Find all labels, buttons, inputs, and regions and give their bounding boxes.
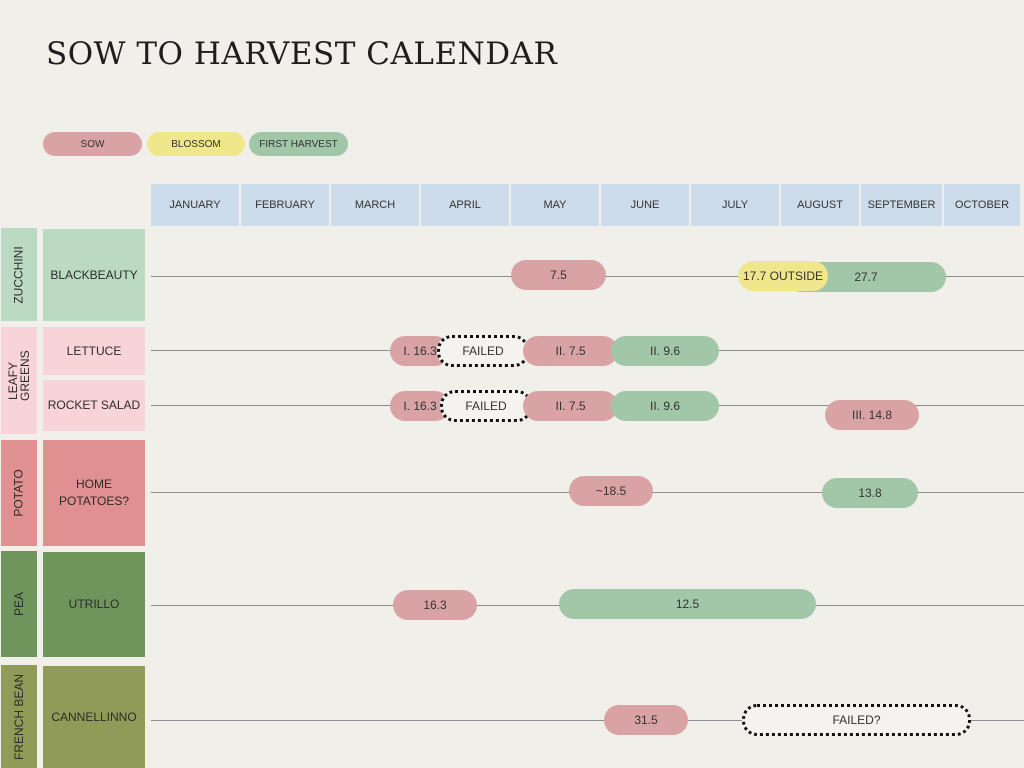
month-august: AUGUST xyxy=(781,184,859,226)
variety-blackbeauty: BLACKBEAUTY xyxy=(43,229,145,321)
event-failed-pill: FAILED xyxy=(440,390,532,422)
legend-sow: SOW xyxy=(43,132,142,156)
event-blossom-pill: 17.7 OUTSIDE xyxy=(738,261,828,291)
category-leafy-greens: LEAFY GREENS xyxy=(1,327,37,434)
category-potato: POTATO xyxy=(1,440,37,546)
category-label: POTATO xyxy=(12,469,26,517)
category-label: FRENCH BEAN xyxy=(12,673,27,760)
event-sow-pill: II. 7.5 xyxy=(523,391,618,421)
variety-utrillo: UTRILLO xyxy=(43,552,145,657)
category-label: ZUCCHINI xyxy=(12,245,27,304)
timeline-cannellinno xyxy=(151,720,1024,721)
category-zucchini: ZUCCHINI xyxy=(1,228,37,321)
event-sow-pill: ~18.5 xyxy=(569,476,653,506)
month-june: JUNE xyxy=(601,184,689,226)
legend-blossom: BLOSSOM xyxy=(147,132,245,156)
variety-cannellinno: CANNELLINNO xyxy=(43,666,145,768)
month-september: SEPTEMBER xyxy=(861,184,942,226)
category-label: PEA xyxy=(11,591,26,617)
month-july: JULY xyxy=(691,184,779,226)
event-sow-pill: II. 7.5 xyxy=(523,336,618,366)
month-october: OCTOBER xyxy=(944,184,1020,226)
category-pea: PEA xyxy=(1,551,37,657)
category-french-bean: FRENCH BEAN xyxy=(1,665,37,768)
event-failed-pill: FAILED xyxy=(437,335,529,367)
category-label: LEAFY GREENS xyxy=(6,349,32,401)
event-failed-pill: FAILED? xyxy=(742,704,971,736)
event-sow-pill: III. 14.8 xyxy=(825,400,919,430)
month-march: MARCH xyxy=(331,184,419,226)
month-header-row: JANUARY FEBRUARY MARCH APRIL MAY JUNE JU… xyxy=(151,184,1020,226)
variety-home-potatoes: HOME POTATOES? xyxy=(43,440,145,546)
variety-lettuce: LETTUCE xyxy=(43,327,145,375)
event-harvest-pill: II. 9.6 xyxy=(611,391,719,421)
event-sow-pill: 7.5 xyxy=(511,260,606,290)
month-april: APRIL xyxy=(421,184,509,226)
month-january: JANUARY xyxy=(151,184,239,226)
event-harvest-pill: 13.8 xyxy=(822,478,918,508)
month-february: FEBRUARY xyxy=(241,184,329,226)
event-sow-pill: 16.3 xyxy=(393,590,477,620)
month-may: MAY xyxy=(511,184,599,226)
event-harvest-pill: 12.5 xyxy=(559,589,816,619)
page-title: SOW TO HARVEST CALENDAR xyxy=(46,36,558,72)
event-harvest-pill: II. 9.6 xyxy=(611,336,719,366)
legend-first-harvest: FIRST HARVEST xyxy=(249,132,348,156)
variety-rocket-salad: ROCKET SALAD xyxy=(43,380,145,431)
event-sow-pill: 31.5 xyxy=(604,705,688,735)
